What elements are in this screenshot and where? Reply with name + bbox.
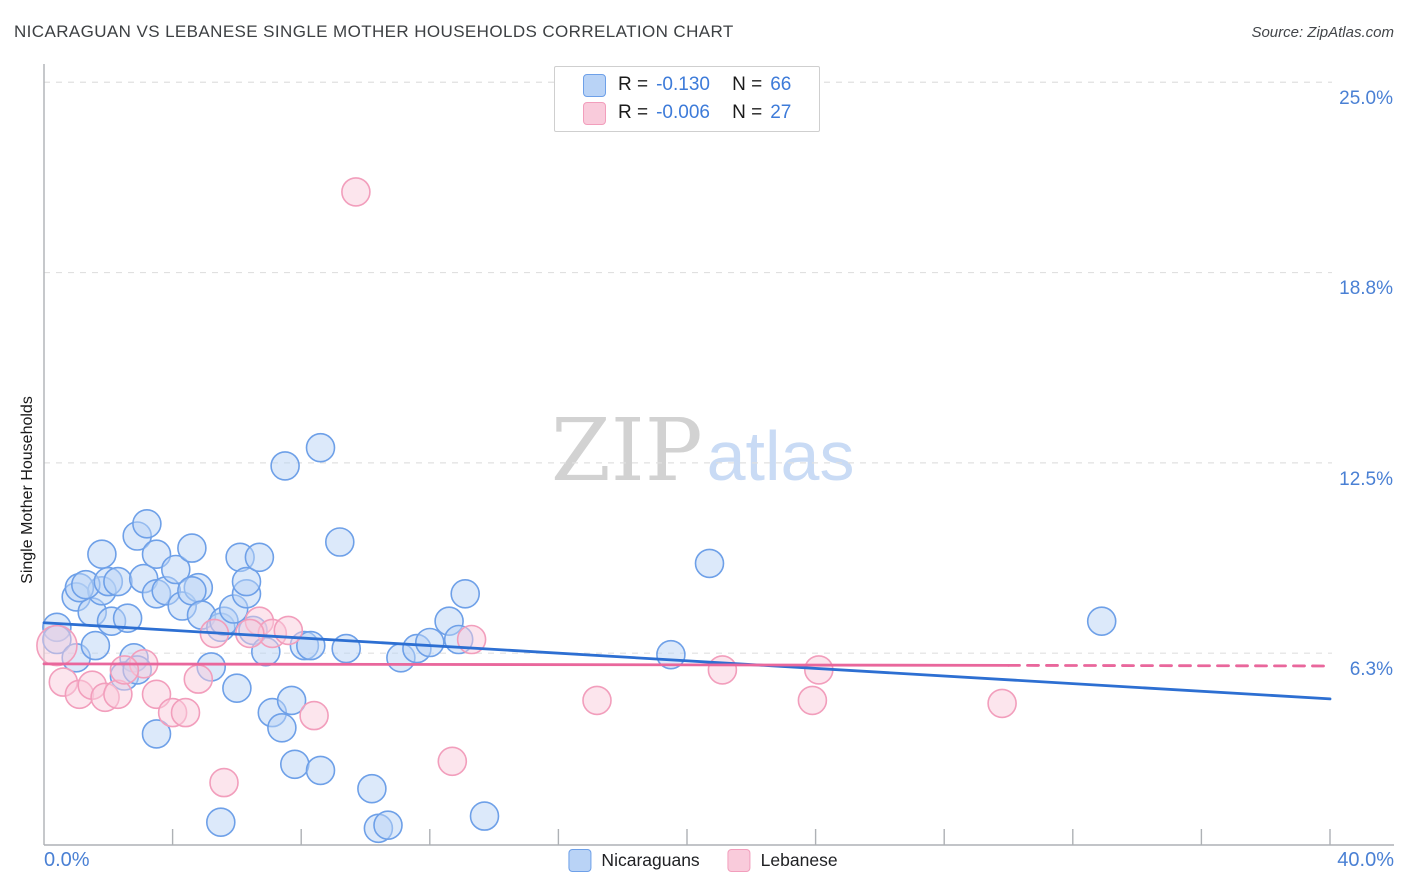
lebanese-data-point[interactable] — [183, 664, 214, 694]
nicaraguans-data-point[interactable] — [87, 539, 117, 570]
nicaraguans-data-point[interactable] — [305, 755, 336, 786]
nicaraguans-trend-line — [42, 621, 1332, 701]
lebanese-data-point[interactable] — [341, 177, 371, 207]
x-axis-max-label: 40.0% — [1337, 849, 1394, 871]
lebanese-data-point[interactable] — [170, 697, 201, 728]
r-value-nicaraguans: -0.130 — [656, 74, 710, 95]
nicaraguans-data-point[interactable] — [656, 639, 686, 670]
y-tick-label-12-5: 12.5% — [1339, 469, 1393, 490]
lebanese-data-point[interactable] — [582, 685, 612, 716]
nicaraguans-data-point[interactable] — [244, 542, 275, 573]
nicaraguans-data-point[interactable] — [324, 527, 355, 557]
lebanese-data-point[interactable] — [707, 655, 738, 685]
nicaraguans-data-point[interactable] — [1086, 606, 1117, 637]
lebanese-data-point[interactable] — [36, 624, 78, 667]
series-legend: Nicaraguans Lebanese — [568, 849, 838, 872]
r-label: R = — [618, 74, 649, 95]
y-tick-label-18-8: 18.8% — [1339, 278, 1393, 299]
lebanese-data-point[interactable] — [103, 679, 133, 710]
nicaraguans-data-point[interactable] — [177, 533, 207, 563]
nicaraguans-data-point[interactable] — [206, 807, 236, 838]
nicaraguans-data-point[interactable] — [414, 627, 445, 658]
lebanese-data-point[interactable] — [437, 746, 468, 777]
legend-label-lebanese: Lebanese — [760, 850, 838, 870]
y-tick-label-25: 25.0% — [1339, 88, 1393, 109]
y-tick-label-6-3: 6.3% — [1349, 659, 1393, 680]
nicaraguans-swatch-icon — [583, 73, 606, 97]
nicaraguans-data-point[interactable] — [141, 539, 172, 570]
lebanese-data-point[interactable] — [797, 685, 828, 716]
nicaraguans-data-point[interactable] — [373, 810, 403, 841]
lebanese-data-point[interactable] — [273, 615, 304, 646]
nicaraguans-data-point[interactable] — [132, 508, 162, 539]
nicaraguans-data-point[interactable] — [80, 630, 111, 661]
nicaraguans-data-point[interactable] — [112, 603, 143, 634]
x-axis-min-label: 0.0% — [44, 849, 90, 871]
lebanese-swatch-icon — [583, 101, 606, 125]
lebanese-data-point[interactable] — [299, 700, 329, 731]
source-link[interactable]: Source: ZipAtlas.com — [1251, 24, 1394, 41]
legend-label-nicaraguans: Nicaraguans — [601, 850, 700, 870]
nicaraguans-data-point[interactable] — [450, 578, 481, 609]
legend-item-nicaraguans[interactable]: Nicaraguans — [568, 849, 700, 872]
nicaraguans-data-point[interactable] — [267, 712, 297, 743]
nicaraguans-data-point[interactable] — [469, 801, 500, 831]
lebanese-trend-line-dashed — [1007, 663, 1332, 668]
lebanese-data-point[interactable] — [109, 655, 140, 685]
lebanese-data-point[interactable] — [987, 688, 1017, 719]
nicaraguans-data-point[interactable] — [305, 432, 336, 463]
page-title: NICARAGUAN VS LEBANESE SINGLE MOTHER HOU… — [14, 22, 734, 41]
nicaraguans-data-point[interactable] — [694, 548, 725, 579]
r-value-lebanese: -0.006 — [656, 102, 710, 123]
n-value-lebanese: 27 — [770, 102, 792, 123]
nicaraguans-data-point[interactable] — [161, 554, 191, 585]
nicaraguans-data-point[interactable] — [270, 451, 300, 481]
correlation-stats-box: R = -0.130 N = 66 R = -0.006 N = 27 — [554, 66, 820, 132]
lebanese-trend-line — [42, 662, 1010, 667]
r-label: R = — [618, 102, 649, 123]
n-label: N = — [732, 74, 763, 95]
nicaraguans-data-point[interactable] — [279, 749, 310, 780]
nicaraguans-data-point[interactable] — [141, 719, 172, 749]
stats-row-lebanese: R = -0.006 N = 27 — [583, 101, 819, 125]
lebanese-swatch-icon — [727, 849, 751, 872]
n-value-nicaraguans: 66 — [770, 74, 792, 95]
nicaraguans-swatch-icon — [568, 849, 592, 872]
lebanese-data-point[interactable] — [209, 767, 239, 798]
nicaraguans-data-point[interactable] — [231, 566, 262, 597]
nicaraguans-data-point[interactable] — [222, 673, 252, 704]
stats-row-nicaraguans: R = -0.130 N = 66 — [583, 73, 819, 97]
nicaraguans-data-point[interactable] — [276, 685, 307, 716]
n-label: N = — [732, 102, 763, 123]
nicaraguans-data-point[interactable] — [103, 566, 133, 597]
nicaraguans-data-point[interactable] — [357, 773, 387, 804]
legend-item-lebanese[interactable]: Lebanese — [727, 849, 838, 872]
